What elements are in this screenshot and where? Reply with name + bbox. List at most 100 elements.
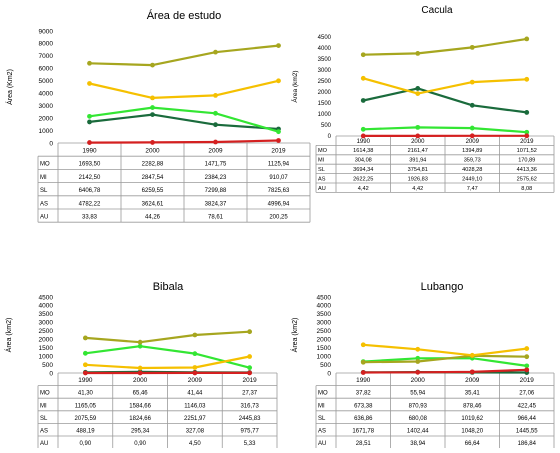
table-cell-value: 975,77 xyxy=(240,428,259,434)
table-row-label: MO xyxy=(318,391,328,397)
chart-title: Bibala xyxy=(153,281,184,293)
y-axis-title: Área (km2) xyxy=(290,70,299,102)
data-point-sl xyxy=(524,354,529,359)
data-point-au xyxy=(247,371,252,376)
data-point-mo xyxy=(524,110,529,115)
table-row-label: MI xyxy=(318,403,325,409)
data-point-as xyxy=(415,91,420,96)
series-line-mi xyxy=(363,127,527,132)
data-point-sl xyxy=(150,63,155,68)
y-tick-label: 6000 xyxy=(39,66,54,73)
table-cell-value: 422,45 xyxy=(518,403,537,409)
data-point-au xyxy=(415,370,420,375)
y-tick-label: 4000 xyxy=(39,90,54,97)
table-cell-value: 636,86 xyxy=(354,416,373,422)
data-point-mo xyxy=(87,120,92,125)
y-tick-label: 2500 xyxy=(318,79,332,85)
table-row-label: AS xyxy=(318,176,326,182)
table-cell-value: 2161,47 xyxy=(408,148,428,154)
table-cell-value: 1693,50 xyxy=(79,162,101,168)
data-point-au xyxy=(213,140,218,145)
data-point-sl xyxy=(361,360,366,365)
series-line-mo xyxy=(363,88,527,112)
x-category-label: 1990 xyxy=(357,139,371,145)
data-point-sl xyxy=(138,340,143,345)
y-tick-label: 500 xyxy=(320,362,331,369)
table-cell-value: 3624,61 xyxy=(142,201,164,207)
table-cell-value: 391,94 xyxy=(409,158,426,164)
table-cell-value: 2075,59 xyxy=(75,416,97,422)
table-cell-value: 673,38 xyxy=(354,403,373,409)
table-cell-value: 7,47 xyxy=(467,186,478,192)
y-tick-label: 9000 xyxy=(39,28,54,35)
data-point-sl xyxy=(361,52,366,57)
table-cell-value: 170,89 xyxy=(518,158,535,164)
table-cell-value: 2847,54 xyxy=(142,175,164,181)
table-cell-value: 7825,63 xyxy=(268,188,290,194)
table-cell-value: 1146,03 xyxy=(184,403,206,409)
data-point-au xyxy=(276,138,281,143)
y-tick-label: 2000 xyxy=(39,115,54,122)
data-point-sl xyxy=(247,329,252,334)
y-tick-label: 3000 xyxy=(39,103,54,110)
table-row-label: AS xyxy=(40,201,48,207)
series-line-mo xyxy=(90,115,279,129)
x-category-label: 2019 xyxy=(271,148,286,155)
y-tick-label: 4000 xyxy=(39,303,54,310)
table-cell-value: 27,37 xyxy=(242,391,258,397)
table-cell-value: 304,08 xyxy=(355,158,372,164)
chart-title: Lubango xyxy=(421,281,464,293)
data-point-sl xyxy=(276,43,281,48)
data-point-au xyxy=(470,369,475,374)
data-point-au xyxy=(524,367,529,372)
data-point-au xyxy=(138,371,143,376)
y-tick-label: 3500 xyxy=(317,311,332,318)
data-point-mo xyxy=(150,112,155,117)
table-cell-value: 4,42 xyxy=(412,186,423,192)
series-line-au xyxy=(90,141,279,143)
table-row-label: AU xyxy=(40,215,48,221)
y-axis-title: Área (Km2) xyxy=(5,69,14,105)
table-row-label: MI xyxy=(318,158,325,164)
y-tick-label: 2500 xyxy=(317,328,332,335)
series-line-as xyxy=(85,357,249,369)
table-cell-value: 8,08 xyxy=(521,186,532,192)
y-tick-label: 500 xyxy=(42,362,53,369)
table-cell-value: 5,33 xyxy=(244,441,256,447)
x-category-label: 1990 xyxy=(356,377,371,384)
table-cell-value: 359,73 xyxy=(464,158,481,164)
table-cell-value: 2142,50 xyxy=(79,175,101,181)
table-row-label: SL xyxy=(318,416,326,422)
table-cell-value: 28,51 xyxy=(356,441,372,447)
table-row-label: MO xyxy=(40,391,50,397)
data-point-as xyxy=(361,76,366,81)
data-point-as xyxy=(247,354,252,359)
x-category-label: 2009 xyxy=(208,148,223,155)
y-axis-title: Área (km2) xyxy=(4,318,13,353)
table-cell-value: 2622,25 xyxy=(353,176,373,182)
table-cell-value: 966,44 xyxy=(518,416,537,422)
y-tick-label: 1000 xyxy=(39,353,54,360)
data-point-as xyxy=(524,77,529,82)
table-cell-value: 4782,22 xyxy=(79,201,101,207)
series-line-as xyxy=(363,78,527,93)
data-point-au xyxy=(192,371,197,376)
y-tick-label: 500 xyxy=(321,123,332,129)
y-tick-label: 2500 xyxy=(39,328,54,335)
y-tick-label: 2000 xyxy=(318,90,332,96)
y-tick-label: 4500 xyxy=(317,294,332,301)
y-tick-label: 5000 xyxy=(39,78,54,85)
table-cell-value: 200,25 xyxy=(269,215,288,221)
table-row-label: SL xyxy=(318,167,325,173)
data-point-mi xyxy=(361,127,366,132)
y-tick-label: 3000 xyxy=(39,320,54,327)
data-point-mo xyxy=(415,86,420,91)
table-cell-value: 1471,75 xyxy=(205,162,227,168)
data-point-au xyxy=(470,133,475,138)
y-tick-label: 1000 xyxy=(318,112,332,118)
table-cell-value: 1048,20 xyxy=(461,428,483,434)
table-row-label: AS xyxy=(40,428,48,434)
x-category-label: 2000 xyxy=(411,377,426,384)
